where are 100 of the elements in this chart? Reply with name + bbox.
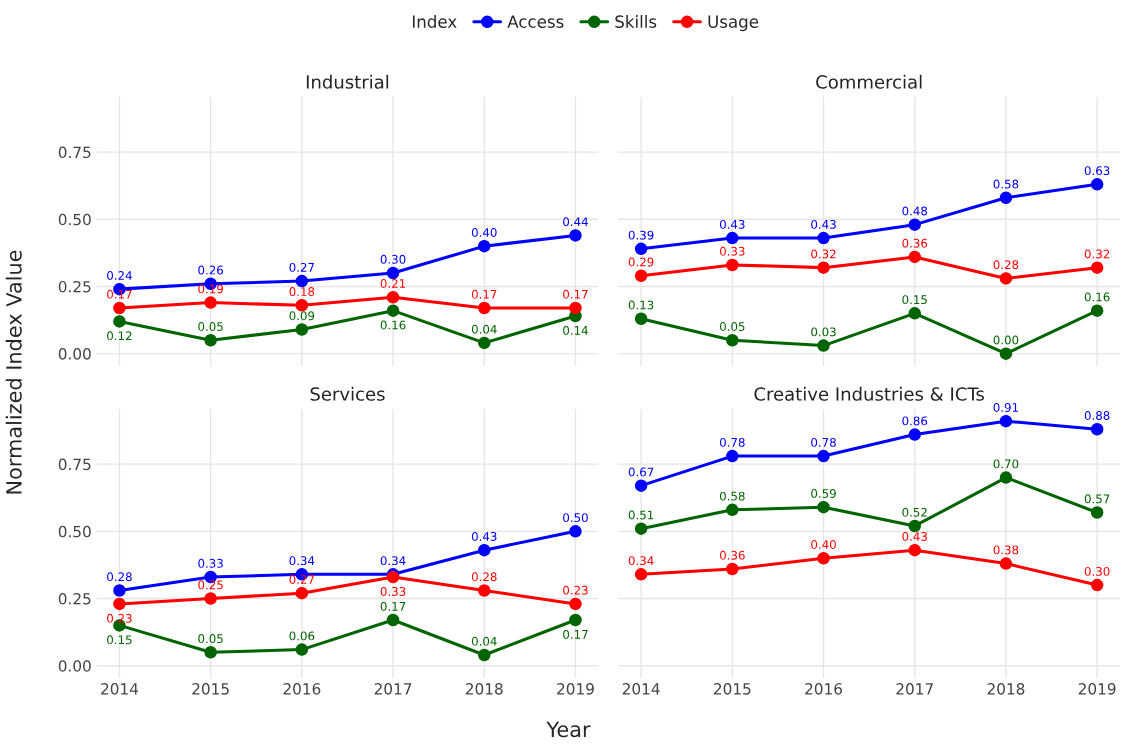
point: [726, 258, 739, 272]
data-label: 0.25: [198, 580, 223, 590]
data-label: 0.04: [471, 324, 497, 334]
data-label: 0.06: [289, 631, 315, 641]
y-tick-label: 0.25: [58, 593, 91, 605]
point: [817, 231, 830, 245]
y-tick-label: 0.00: [58, 348, 91, 360]
data-label: 0.24: [107, 270, 132, 280]
data-label: 0.52: [902, 507, 927, 517]
point: [478, 336, 491, 350]
point: [113, 597, 126, 611]
point: [908, 250, 921, 264]
data-label: 0.16: [380, 320, 406, 330]
data-label: 0.17: [563, 289, 588, 299]
data-label: 0.43: [902, 531, 927, 541]
point: [113, 301, 126, 315]
data-label: 0.51: [628, 510, 654, 520]
point: [634, 568, 648, 581]
y-tick-label: 0.75: [58, 146, 91, 159]
point: [204, 296, 217, 309]
data-label: 0.43: [811, 219, 836, 229]
point: [113, 315, 126, 328]
data-label: 0.78: [719, 437, 745, 447]
point: [386, 290, 400, 304]
chart-title: Services: [310, 386, 385, 401]
data-label: 0.58: [993, 179, 1019, 189]
data-label: 0.15: [107, 635, 132, 645]
x-tick-label: 2017: [374, 683, 412, 695]
data-label: 0.23: [563, 585, 588, 595]
point: [999, 471, 1013, 484]
point: [634, 269, 648, 282]
point: [817, 261, 830, 274]
point: [999, 191, 1013, 205]
data-label: 0.38: [993, 545, 1019, 555]
data-label: 0.19: [198, 284, 223, 294]
point: [1090, 304, 1104, 317]
point: [999, 557, 1013, 570]
point: [908, 428, 921, 441]
point: [569, 597, 582, 611]
point: [295, 299, 309, 312]
point: [478, 239, 491, 253]
point: [634, 242, 648, 256]
data-label: 0.33: [719, 246, 745, 256]
data-label: 0.27: [289, 262, 314, 272]
y-tick-label: 0.75: [58, 458, 91, 471]
data-label: 0.28: [471, 572, 497, 582]
data-label: 0.59: [811, 488, 836, 498]
chart-title: Creative Industries & ICTs: [754, 386, 984, 401]
data-label: 0.57: [1084, 494, 1110, 504]
point: [569, 525, 582, 538]
point: [295, 586, 309, 600]
y-tick-label: 0.50: [58, 213, 91, 226]
data-label: 0.15: [902, 295, 927, 305]
data-label: 0.29: [628, 257, 654, 267]
point: [569, 229, 582, 242]
x-tick-label: 2014: [101, 683, 139, 695]
data-label: 0.05: [198, 634, 223, 644]
point: [1090, 506, 1104, 519]
point: [113, 584, 126, 597]
point: [478, 543, 491, 557]
point: [478, 584, 491, 597]
x-tick-label: 2016: [805, 683, 843, 695]
data-label: 0.88: [1084, 411, 1110, 420]
point: [1090, 261, 1104, 274]
point: [726, 449, 739, 463]
x-tick-label: 2018: [987, 683, 1025, 695]
point: [908, 543, 921, 557]
point: [817, 449, 830, 463]
data-label: 0.17: [107, 289, 132, 299]
data-label: 0.33: [198, 558, 223, 568]
data-label: 0.34: [628, 556, 654, 566]
y-axis-title: Normalized Index Value: [5, 250, 22, 494]
data-label: 0.17: [563, 629, 588, 639]
point: [1090, 422, 1104, 436]
point: [569, 613, 582, 627]
point: [386, 266, 400, 280]
chart-title: Industrial: [306, 74, 389, 89]
data-label: 0.43: [471, 531, 497, 541]
point: [908, 307, 921, 320]
data-label: 0.43: [719, 219, 745, 229]
data-label: 0.48: [902, 206, 928, 216]
point: [999, 347, 1013, 360]
point: [295, 323, 309, 336]
data-label: 0.78: [811, 437, 836, 447]
legend-title: Index: [412, 15, 457, 28]
point: [204, 592, 217, 605]
point: [1090, 578, 1104, 592]
data-label: 0.03: [811, 327, 836, 337]
data-label: 0.28: [993, 260, 1019, 270]
legend-label: Access: [507, 15, 564, 28]
point: [726, 503, 739, 517]
point: [999, 414, 1013, 428]
x-tick-label: 2018: [465, 683, 503, 695]
point: [817, 500, 830, 514]
x-tick-label: 2017: [896, 683, 933, 695]
data-label: 0.23: [107, 613, 132, 623]
x-axis-title: Year: [546, 721, 591, 738]
data-label: 0.27: [289, 574, 314, 584]
x-tick-label: 2014: [622, 683, 660, 695]
point: [295, 643, 309, 656]
